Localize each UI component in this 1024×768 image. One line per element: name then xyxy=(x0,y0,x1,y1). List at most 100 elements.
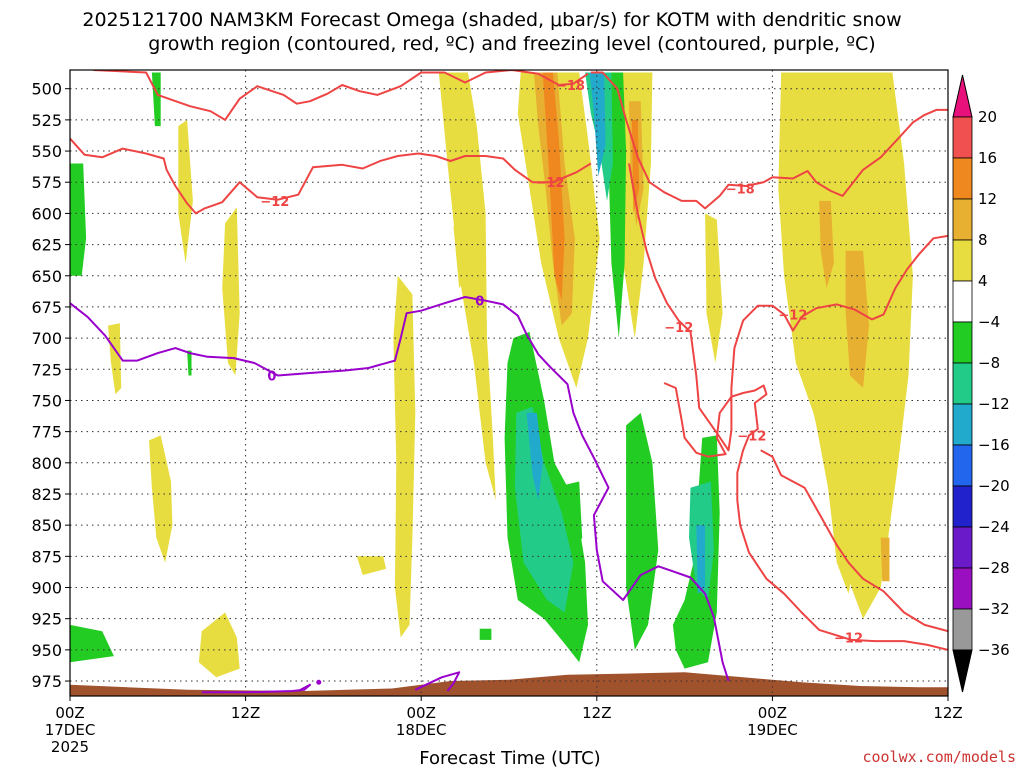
omega-region-y7 xyxy=(222,207,240,376)
colorbar-swatch xyxy=(952,157,973,200)
x-tick-date: 17DEC xyxy=(45,721,96,739)
omega-region-g4 xyxy=(608,72,627,339)
y-tick-label: 675 xyxy=(31,298,62,317)
temp-contour-label: −12 xyxy=(260,195,289,210)
y-tick-label: 875 xyxy=(31,547,62,566)
temp-contour-label: −12 xyxy=(664,321,693,336)
y-tick-label: 950 xyxy=(31,641,62,660)
temp-contour-label: −12 xyxy=(737,429,766,444)
y-tick-label: 625 xyxy=(31,236,62,255)
colorbar-swatch xyxy=(952,567,973,610)
y-tick-label: 600 xyxy=(31,204,62,223)
colorbar-swatch xyxy=(952,444,973,487)
y-tick-label: 750 xyxy=(31,391,62,410)
colorbar-label: −16 xyxy=(978,436,1010,454)
temp-contour-label: −18 xyxy=(726,182,755,197)
y-tick-label: 575 xyxy=(31,173,62,192)
y-tick-label: 900 xyxy=(31,579,62,598)
colorbar-label: −32 xyxy=(978,600,1010,618)
y-tick-label: 800 xyxy=(31,454,62,473)
omega-region-o5 xyxy=(880,537,890,582)
freezing-level-contours xyxy=(70,296,730,694)
y-tick-label: 975 xyxy=(31,672,62,691)
omega-region-o4 xyxy=(845,250,869,388)
omega-region-c1 xyxy=(526,412,543,501)
omega-region-g8 xyxy=(187,350,192,376)
x-tick-date: 18DEC xyxy=(396,721,447,739)
colorbar-swatch xyxy=(952,526,973,569)
colorbar-label: 12 xyxy=(978,190,997,208)
omega-region-y8 xyxy=(149,435,173,563)
temp-contour-label: −12 xyxy=(834,631,863,646)
freezing-level-label: 0 xyxy=(267,370,276,385)
colorbar-label: −28 xyxy=(978,559,1010,577)
y-tick-label: 925 xyxy=(31,610,62,629)
colorbar-swatch xyxy=(952,403,973,446)
colorbar-label: 20 xyxy=(978,108,997,126)
y-tick-label: 725 xyxy=(31,360,62,379)
omega-region-o3 xyxy=(819,200,834,289)
colorbar-swatch xyxy=(952,485,973,528)
omega-region-g6 xyxy=(70,163,87,276)
omega-region-y5 xyxy=(816,360,858,594)
colorbar-label: −8 xyxy=(978,354,1000,372)
omega-region-y1 xyxy=(438,72,496,501)
omega-region-r1 xyxy=(542,72,565,301)
colorbar-swatch xyxy=(952,362,973,405)
omega-region-y14 xyxy=(453,225,468,289)
contour-labels: −18 −12 −12 −18 −12 −12 −12 −12 0 0 xyxy=(260,79,863,646)
x-tick-year: 2025 xyxy=(51,738,89,756)
omega-region-g2 xyxy=(626,412,659,650)
temperature-contours xyxy=(70,70,948,651)
plot-border xyxy=(69,69,949,697)
colorbar-swatch xyxy=(952,239,973,282)
temp-contour-line xyxy=(590,71,948,210)
temp-contour-line xyxy=(70,137,592,215)
chart-title-line1: 2025121700 NAM3KM Forecast Omega (shaded… xyxy=(82,9,901,31)
colorbar-label: 8 xyxy=(978,231,988,249)
colorbar-swatch xyxy=(952,321,973,364)
colorbar-swatch xyxy=(952,608,973,651)
temp-contour-label: −12 xyxy=(535,176,564,191)
omega-region-y11 xyxy=(178,119,193,264)
x-tick-label: 12Z xyxy=(582,704,611,722)
y-tick-label: 500 xyxy=(31,80,62,99)
grid-layer xyxy=(70,70,948,696)
omega-shading-layer xyxy=(70,72,913,678)
omega-region-y6 xyxy=(393,275,416,638)
colorbar: 20 16 12 8 4 −4 −8 −12 −16 −20 −24 −28 −32 −36 xyxy=(952,74,1010,693)
y-tick-label: 550 xyxy=(31,142,62,161)
x-axis-label: Forecast Time (UTC) xyxy=(419,748,600,768)
colorbar-label: −20 xyxy=(978,477,1010,495)
temp-contour-line xyxy=(760,449,948,633)
temp-contour-label: −12 xyxy=(778,308,807,323)
omega-region-g9 xyxy=(479,628,492,640)
x-tick-label: 00Z xyxy=(55,704,84,722)
x-tick-date: 19DEC xyxy=(747,721,798,739)
omega-region-y12 xyxy=(108,323,122,395)
freezing-level-label: 0 xyxy=(475,295,484,310)
omega-region-t1 xyxy=(514,406,574,613)
freezing-level-dot xyxy=(316,679,322,685)
colorbar-bottom-arrow xyxy=(952,649,973,693)
y-tick-label: 850 xyxy=(31,516,62,535)
omega-region-g10 xyxy=(552,481,583,563)
x-tick-label: 12Z xyxy=(231,704,260,722)
colorbar-swatch xyxy=(952,116,973,159)
omega-region-g7 xyxy=(70,624,114,663)
omega-region-y10 xyxy=(356,556,387,575)
colorbar-label: −12 xyxy=(978,395,1010,413)
omega-region-y4 xyxy=(778,72,913,619)
colorbar-label: −24 xyxy=(978,518,1010,536)
colorbar-swatch xyxy=(952,198,973,241)
y-tick-label: 775 xyxy=(31,423,62,442)
omega-region-y13 xyxy=(705,213,723,363)
freezing-level-line xyxy=(414,671,461,692)
colorbar-label: 16 xyxy=(978,149,997,167)
y-axis-ticks: 500 525 550 575 600 625 650 675 700 725 750 775 800 8… xyxy=(31,80,70,691)
freezing-level-line xyxy=(70,296,730,682)
temp-contour-line xyxy=(663,382,948,651)
temp-contour-line xyxy=(628,163,948,452)
